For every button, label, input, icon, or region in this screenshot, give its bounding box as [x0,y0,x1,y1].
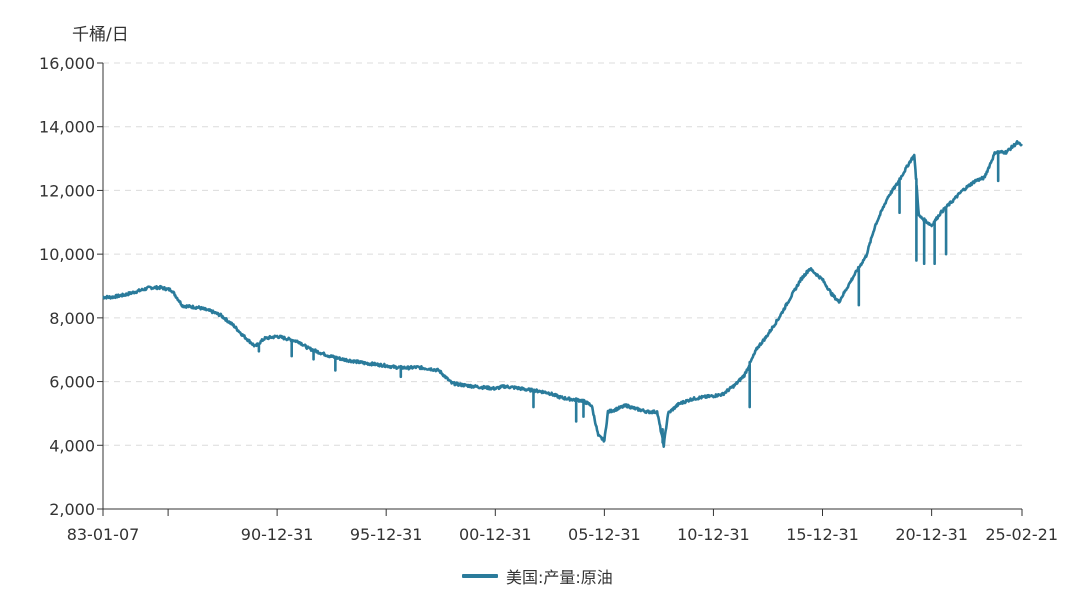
x-tick-label: 90-12-31 [241,525,314,544]
x-tick-label: 95-12-31 [350,525,423,544]
x-tick-label: 83-01-07 [67,525,140,544]
y-tick-label: 12,000 [39,181,95,200]
y-tick-label: 16,000 [39,54,95,73]
x-tick-label: 15-12-31 [786,525,859,544]
grid-lines [103,62,1022,446]
y-tick-label: 10,000 [39,245,95,264]
legend-label: 美国:产量:原油 [506,568,613,587]
x-tick-label: 00-12-31 [459,525,532,544]
y-tick-label: 14,000 [39,118,95,137]
legend-swatch [462,574,498,578]
y-tick-label: 2,000 [49,500,95,519]
y-tick-label: 4,000 [49,436,95,455]
y-axis-unit-label: 千桶/日 [72,25,129,45]
x-tick-label: 05-12-31 [568,525,641,544]
y-tick-label: 6,000 [49,373,95,392]
y-tick-label: 8,000 [49,309,95,328]
legend: 美国:产量:原油 [462,564,613,588]
x-tick-label: 25-02-21 [985,525,1058,544]
x-tick-label: 20-12-31 [895,525,968,544]
series-layer [102,140,1023,448]
series-line [102,140,1023,448]
axes: 2,000 4,000 6,000 8,000 10,000 12,000 14,000 16… [39,54,1058,544]
x-tick-label: 10-12-31 [677,525,750,544]
